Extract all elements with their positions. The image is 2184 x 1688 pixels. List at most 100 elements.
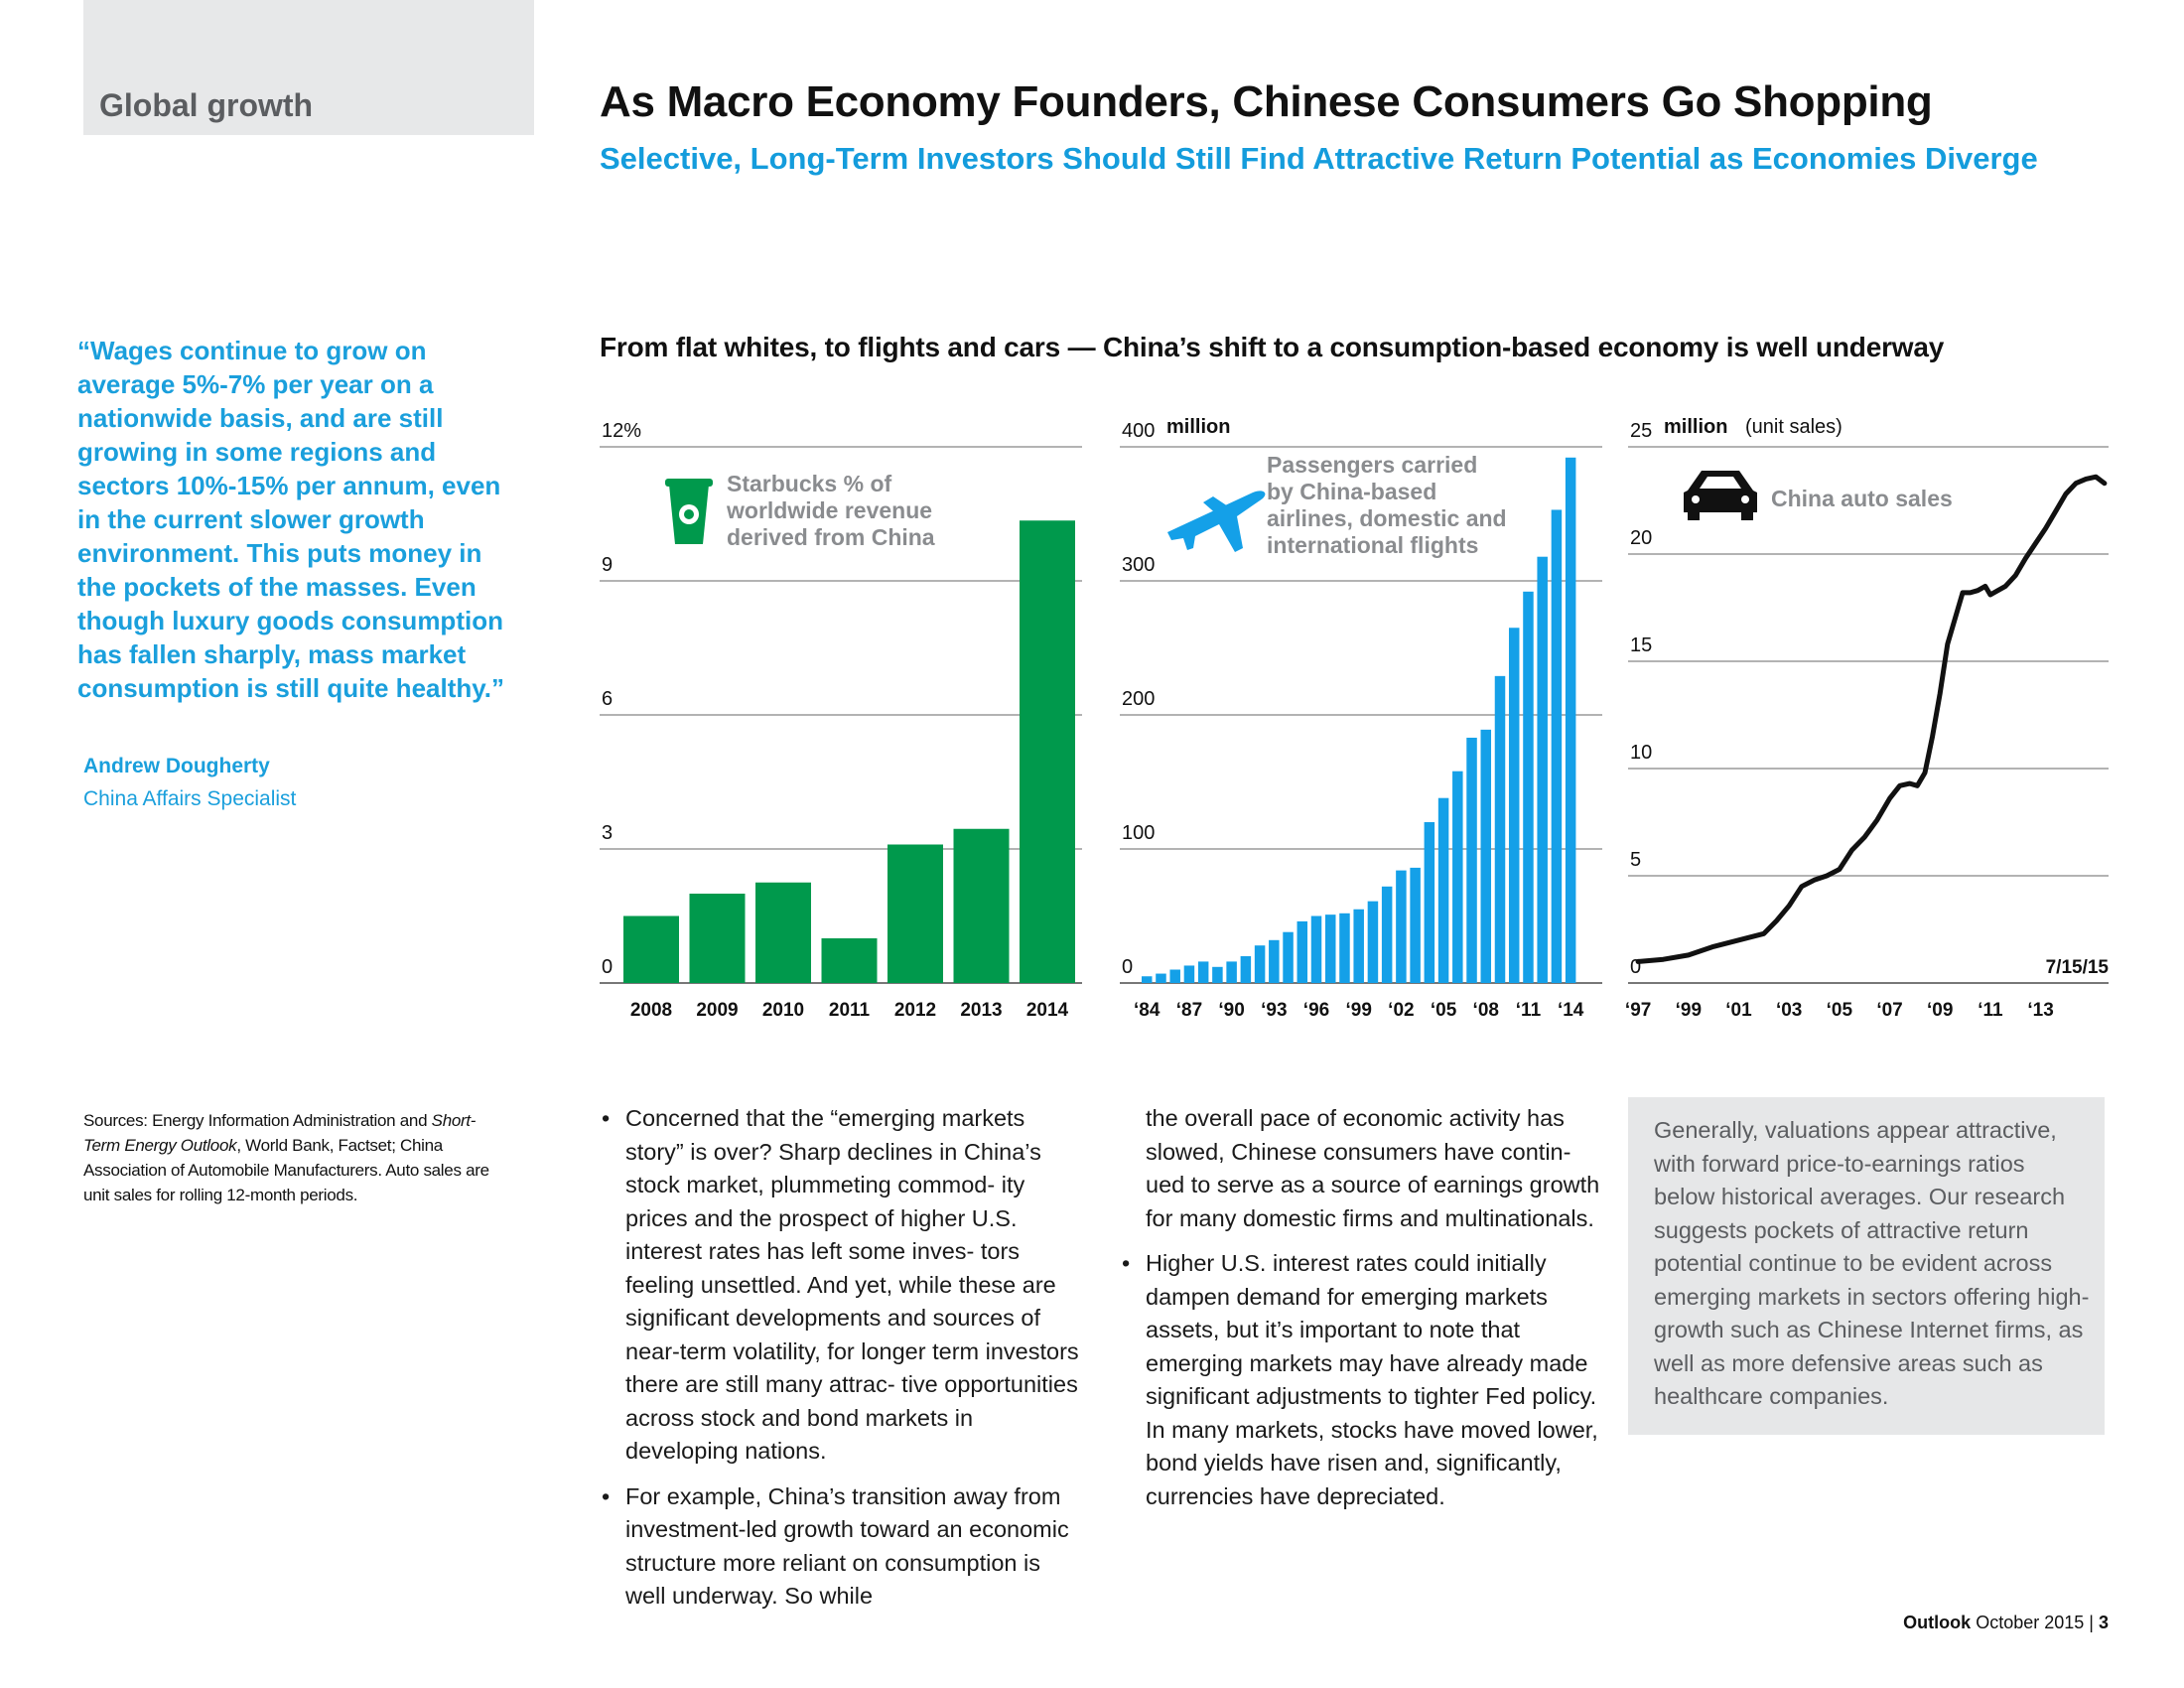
x-tick-label: ‘11 [1516,1000,1542,1021]
x-tick-label: ‘01 [1725,1000,1752,1021]
bar [1523,591,1534,983]
bar [1156,973,1166,983]
bar [1551,509,1563,983]
bar [1212,966,1223,983]
y-tick-label: 9 [602,554,613,576]
coffee-cup-logo-dot-icon [684,509,694,519]
chart-annotation: international flights [1267,532,1478,558]
x-tick-label: ‘08 [1473,1000,1499,1021]
quote-author-role: China Affairs Specialist [83,787,297,810]
body-bullet-3: • Higher U.S. interest rates could initia… [1122,1247,1604,1513]
body-continuation: the overall pace of economic activity ha… [1146,1105,1600,1231]
y-unit-label: million [1166,416,1230,438]
x-tick-label: ‘03 [1776,1000,1802,1021]
x-tick-label: ‘07 [1876,1000,1902,1021]
bar [953,828,1010,983]
body-bullet-2-text: For example, China’s transition away fro… [625,1482,1069,1610]
bar [1424,822,1435,983]
bar [1410,867,1421,983]
bar [1381,886,1393,983]
sources-italic: Short-Term Energy Outlook [83,1111,477,1155]
x-tick-label: ‘97 [1625,1000,1651,1021]
bar [887,844,943,983]
y-tick-label: 20 [1630,527,1652,549]
y-tick-label: 400 [1122,420,1155,442]
x-tick-label: ‘99 [1345,1000,1371,1021]
x-tick-label: 2013 [960,1000,1002,1021]
body-bullet-1-text: Concerned that the “emerging markets sto… [625,1105,1079,1464]
callout-text: Generally, valuations appear attractive,… [1654,1117,2090,1409]
bar [1508,628,1520,983]
y-tick-label: 10 [1630,742,1652,764]
x-tick-label: ‘02 [1388,1000,1414,1021]
chart-annotation: Passengers carried [1267,452,1477,478]
y-unit-note: (unit sales) [1745,416,1843,438]
body-column-2: the overall pace of economic activity ha… [1122,1102,1604,1525]
x-tick-label: 2009 [696,1000,738,1021]
x-tick-label: ‘05 [1431,1000,1457,1021]
y-tick-label: 0 [1122,956,1133,978]
bar [1324,914,1336,983]
footer-page-number: 3 [2098,1613,2109,1632]
pull-quote: “Wages continue to grow on average 5%-7%… [77,336,505,703]
y-unit-label: million [1664,416,1727,438]
x-tick-label: 2012 [894,1000,936,1021]
x-tick-label: ‘14 [1558,1000,1584,1021]
bar [1537,556,1548,983]
chart-annotation: Starbucks % of [727,471,891,496]
y-tick-label: 25 [1630,420,1652,442]
y-tick-label: 12% [602,420,641,442]
airplane-icon [1167,491,1266,552]
car-headlight-icon [1692,495,1700,503]
x-tick-label: ‘87 [1176,1000,1202,1021]
bar [1169,969,1180,983]
bar [1226,961,1237,983]
x-tick-label: 2008 [630,1000,672,1021]
x-tick-label: 2010 [762,1000,804,1021]
x-tick-label: ‘84 [1134,1000,1160,1021]
sources-suffix: , World Bank, Factset; China Association… [83,1136,489,1204]
airplane-wing-icon [1203,496,1231,516]
bar [1466,737,1477,983]
bar [755,882,811,983]
bar [1480,729,1492,983]
bar [1297,920,1308,983]
body-column-1: • Concerned that the “emerging markets st… [602,1102,1084,1625]
x-tick-label: ‘96 [1303,1000,1329,1021]
car-wheel-icon [1741,510,1753,520]
chart-annotation: derived from China [727,524,935,550]
car-icon [1684,471,1757,512]
y-tick-label: 15 [1630,634,1652,656]
bar [1494,675,1506,983]
y-tick-label: 6 [602,688,613,710]
y-tick-label: 300 [1122,554,1155,576]
x-tick-label: ‘11 [1978,1000,2003,1021]
bar [623,915,679,983]
sources-note: Sources: Energy Information Administrati… [83,1108,510,1207]
x-tick-label: ‘90 [1218,1000,1244,1021]
car-wheel-icon [1688,510,1700,520]
bar [1197,961,1209,983]
bar [1367,901,1379,983]
bullet-glyph: • [602,1482,611,1509]
footer-separator: | [2089,1613,2094,1632]
chart-annotation: by China-based [1267,479,1436,504]
x-tick-label: ‘93 [1261,1000,1287,1021]
callout-box [1628,1097,2105,1435]
charts-heading: From flat whites, to flights and cars — … [600,332,1945,362]
x-tick-label: 2011 [829,1000,871,1021]
body-bullet-1: • Concerned that the “emerging markets st… [602,1102,1084,1469]
bullet-glyph: • [1122,1250,1131,1276]
bullet-glyph: • [602,1105,611,1131]
page-subtitle: Selective, Long-Term Investors Should St… [600,141,2038,176]
sources-prefix: Sources: Energy Information Administrati… [83,1111,432,1130]
footer-publication: Outlook [1903,1613,1972,1632]
body-column-2-list: • Higher U.S. interest rates could initia… [1122,1247,1604,1513]
bar [821,938,878,983]
quote-author: Andrew Dougherty [83,755,270,777]
y-tick-label: 0 [602,956,613,978]
bar [1240,956,1252,983]
page-footer: Outlook October 2015 | 3 [1903,1613,2109,1633]
y-tick-label: 200 [1122,688,1155,710]
bar [1452,771,1463,983]
